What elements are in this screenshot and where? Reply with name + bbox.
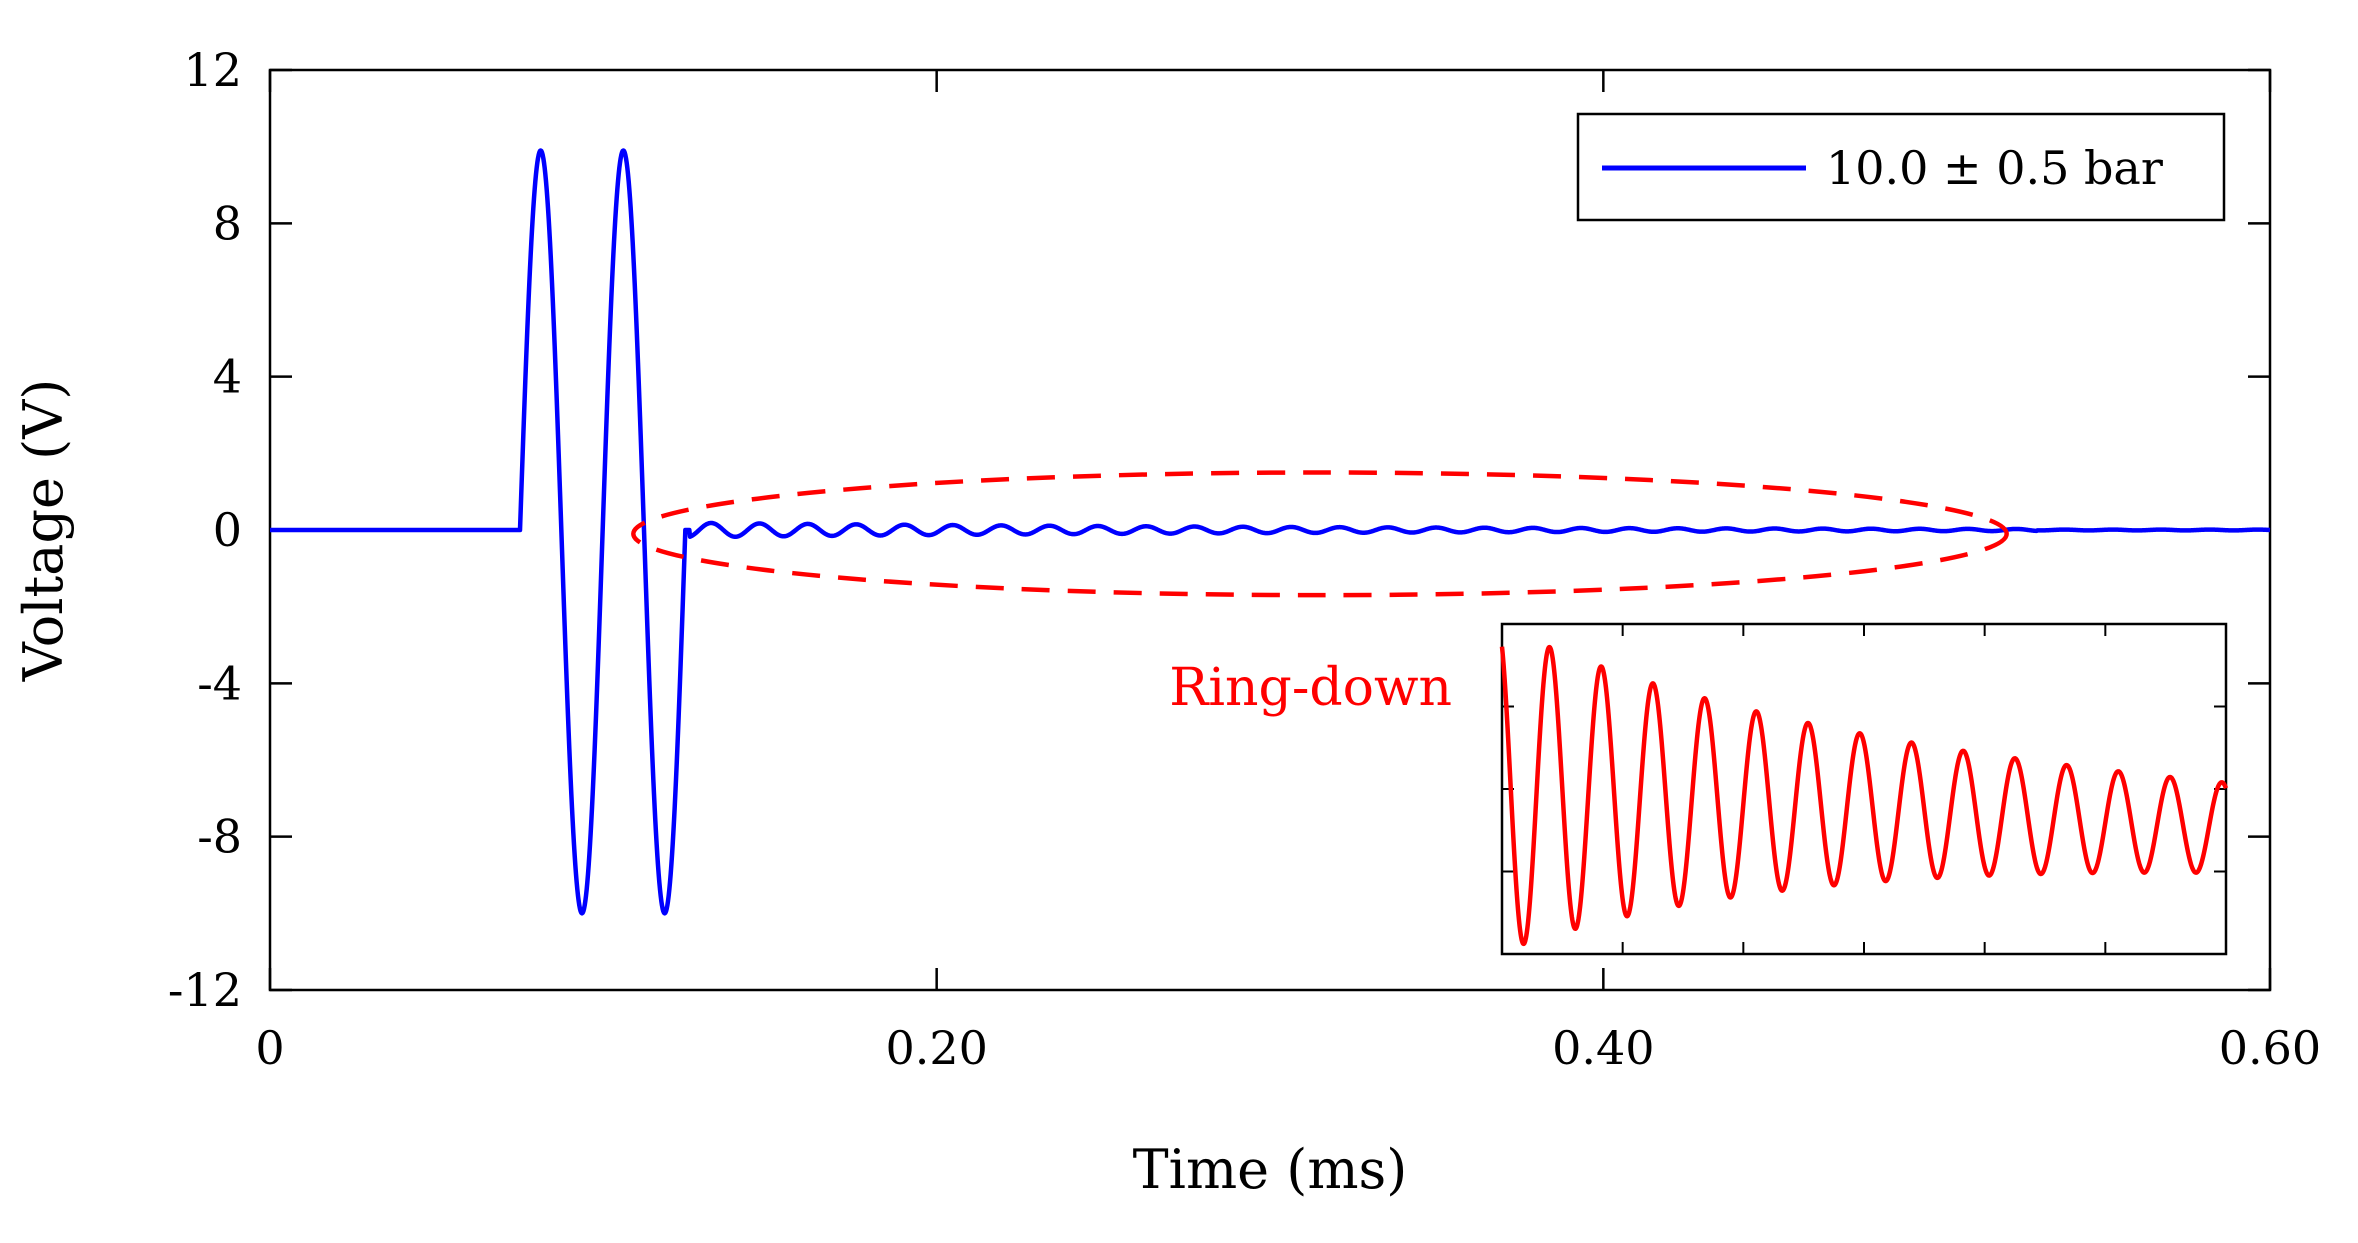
y-axis-label: Voltage (V): [12, 379, 75, 683]
y-tick-label: -12: [168, 963, 242, 1017]
y-tick-label: 8: [213, 196, 242, 250]
inset-frame: [1500, 622, 2228, 956]
inset-plot: [1499, 622, 2229, 956]
y-tick-label: -4: [197, 656, 242, 710]
x-tick-label: 0.60: [2219, 1021, 2321, 1075]
x-tick-label: 0: [255, 1021, 284, 1075]
inset-ring-down-line: [1499, 644, 2229, 947]
y-tick-label: 4: [213, 350, 242, 404]
x-axis-ticks: 0 0.20 0.40 0.60: [255, 70, 2321, 1075]
series-line-10-bar: [268, 148, 2272, 916]
x-tick-label: 0.40: [1552, 1021, 1654, 1075]
legend-label: 10.0 ± 0.5 bar: [1826, 141, 2163, 195]
y-tick-label: 0: [213, 503, 242, 557]
y-axis-ticks: 12 8 4 0 -4 -8 -12: [168, 43, 2270, 1017]
ring-down-label: Ring-down: [1169, 658, 1452, 718]
x-axis-label: Time (ms): [1133, 1138, 1408, 1201]
ring-down-ellipse: [631, 470, 2009, 598]
y-tick-label: -8: [197, 810, 242, 864]
legend: 10.0 ± 0.5 bar: [1576, 112, 2226, 222]
x-tick-label: 0.20: [885, 1021, 987, 1075]
y-tick-label: 12: [183, 43, 242, 97]
